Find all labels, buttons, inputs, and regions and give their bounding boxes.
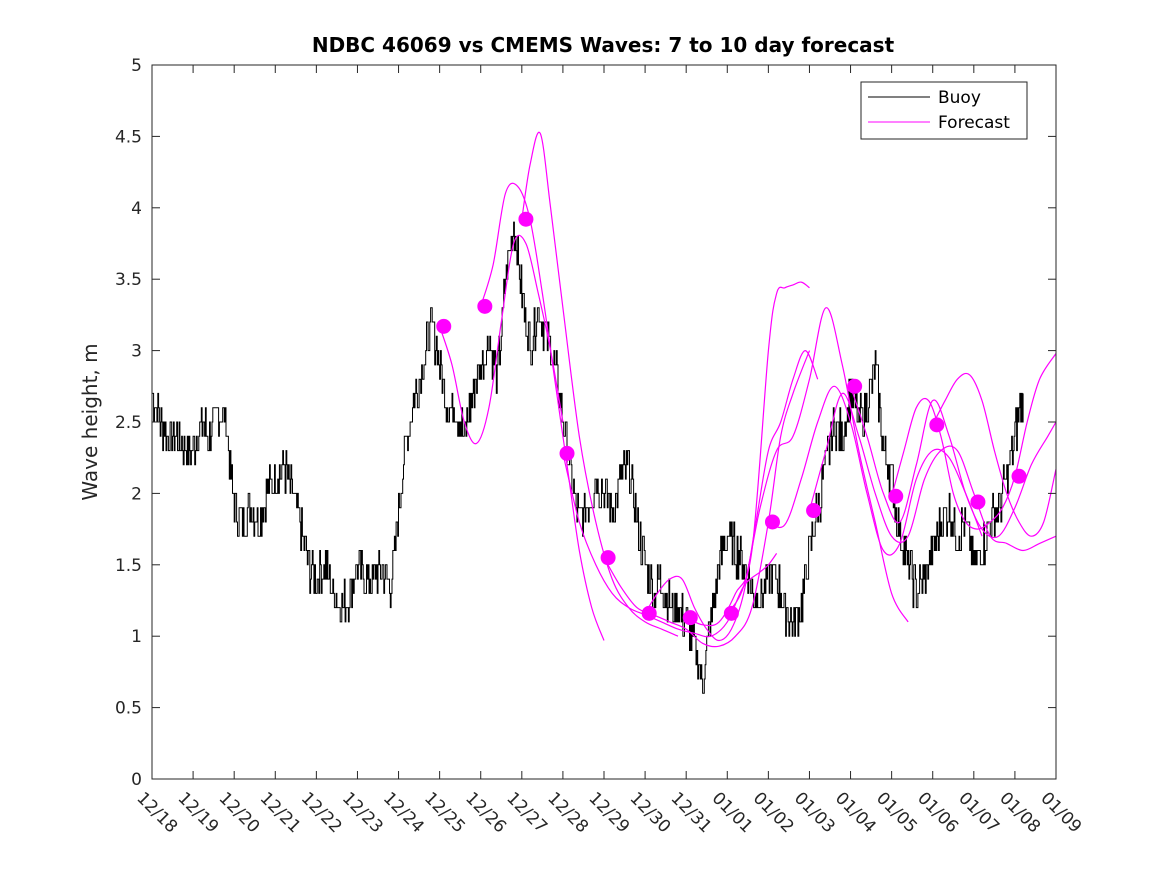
- plot-area: 00.511.522.533.544.5512/1812/1912/2012/2…: [115, 56, 1085, 837]
- forecast-marker: [929, 417, 945, 433]
- forecast-series-line: [726, 307, 909, 623]
- y-tick-label: 2.5: [115, 413, 142, 433]
- series-layer: [152, 131, 1057, 694]
- axes-background: [152, 65, 1056, 779]
- forecast-marker: [436, 318, 452, 334]
- y-tick-label: 1.5: [115, 556, 142, 576]
- forecast-marker: [806, 503, 822, 519]
- forecast-series-line: [685, 281, 810, 627]
- legend-buoy-label: Buoy: [938, 88, 981, 108]
- forecast-marker: [847, 378, 863, 394]
- buoy-series-line: [152, 221, 1024, 694]
- forecast-marker: [641, 605, 657, 621]
- forecast-series-line: [891, 353, 1057, 530]
- forecast-series-line: [521, 131, 679, 637]
- forecast-marker: [764, 514, 780, 530]
- forecast-marker: [682, 610, 698, 626]
- legend-box: [860, 81, 1028, 140]
- forecast-marker: [477, 298, 493, 314]
- legend-forecast-label: Forecast: [938, 113, 1010, 133]
- legend: Buoy Forecast: [860, 81, 1028, 140]
- forecast-series-line: [480, 182, 605, 641]
- y-tick-label: 1: [131, 627, 142, 647]
- y-tick-label: 0: [131, 770, 142, 790]
- y-tick-label: 4: [131, 199, 142, 219]
- forecast-marker: [970, 494, 986, 510]
- forecast-series-line: [562, 453, 778, 638]
- forecast-marker: [518, 211, 534, 227]
- y-tick-label: 3: [131, 342, 142, 362]
- y-tick-label: 3.5: [115, 270, 142, 290]
- y-tick-label: 4.5: [115, 127, 142, 147]
- y-tick-label: 5: [131, 56, 142, 76]
- y-axis-label: Wave height, m: [78, 343, 102, 500]
- forecast-marker: [1011, 468, 1027, 484]
- forecast-series-line: [439, 234, 564, 445]
- forecast-series-line: [644, 349, 819, 642]
- forecast-marker: [559, 445, 575, 461]
- forecast-series-line: [808, 392, 1057, 552]
- forecast-series-line: [768, 385, 983, 556]
- forecast-series-line: [932, 372, 1057, 537]
- y-tick-label: 2: [131, 484, 142, 504]
- forecast-marker: [723, 605, 739, 621]
- forecast-marker: [600, 550, 616, 566]
- y-tick-label: 0.5: [115, 699, 142, 719]
- forecast-marker: [888, 488, 904, 504]
- chart-title: NDBC 46069 vs CMEMS Waves: 7 to 10 day f…: [312, 33, 895, 57]
- forecast-series-line: [849, 386, 1057, 539]
